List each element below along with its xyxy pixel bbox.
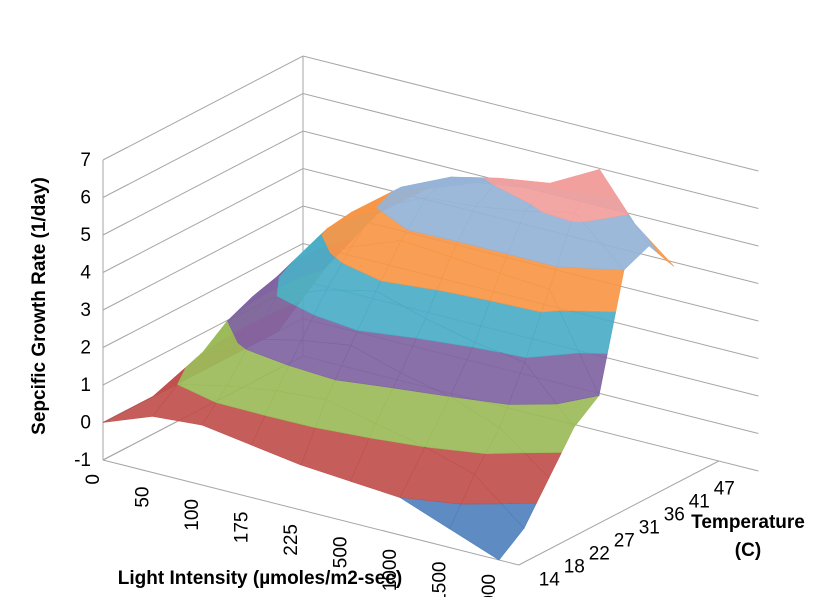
value-tick-label: 4 — [80, 263, 91, 284]
x-tick-label: 2000 — [479, 574, 500, 597]
value-tick-label: 3 — [80, 300, 91, 321]
value-tick-label: 6 — [80, 188, 91, 209]
x-tick-label: 500 — [331, 537, 352, 569]
value-tick-label: 1 — [80, 375, 91, 396]
z-axis-title-unit: (C) — [735, 540, 761, 561]
surface-plot — [102, 168, 675, 561]
z-tick-label: 18 — [564, 557, 585, 578]
value-tick-label: 2 — [80, 338, 91, 359]
surface-band-patch — [368, 422, 426, 448]
z-tick-label: 47 — [714, 479, 735, 500]
x-tick-label: 1500 — [430, 562, 451, 597]
gridline — [102, 55, 759, 172]
surface-band-patch — [485, 427, 526, 455]
x-tick-label: 1000 — [380, 549, 401, 591]
axis-line — [518, 460, 720, 566]
surface-band-patch — [460, 473, 503, 505]
axis-line — [102, 459, 519, 566]
value-tick-label: 5 — [80, 225, 91, 246]
value-tick-label: -1 — [74, 450, 91, 471]
value-tick-label: 7 — [80, 150, 91, 171]
x-tick-label: 0 — [83, 474, 104, 485]
surface-band-patch — [646, 236, 675, 267]
value-tick-label: 0 — [80, 413, 91, 434]
z-tick-label: 31 — [639, 518, 660, 539]
x-tick-label: 100 — [182, 499, 203, 531]
y-axis-title: Sepcific Growth Rate (1/day) — [29, 177, 50, 435]
axis-tick-labels: -1 0 1 2 3 4 5 6 7 0 50 100 175 225 500 1000 1500 2000 141… — [74, 150, 735, 597]
x-axis-title: Light Intensity (µmoles/m2-sec) — [118, 568, 402, 589]
z-tick-label: 22 — [589, 544, 610, 565]
back-walls — [102, 55, 759, 566]
z-axis-title: Temperature — [691, 512, 805, 533]
surface-band-patch — [392, 372, 451, 397]
surface-band-patch — [472, 341, 500, 353]
z-tick-label: 27 — [614, 531, 635, 552]
z-tick-label: 14 — [539, 570, 561, 591]
z-tick-label: 36 — [664, 505, 685, 526]
surface-band-patch — [571, 211, 584, 223]
surface-band-patch — [549, 266, 625, 313]
x-tick-label: 50 — [133, 487, 154, 508]
x-tick-label: 175 — [232, 512, 253, 544]
z-tick-label: 41 — [689, 492, 710, 513]
surface-band-patch — [507, 361, 557, 405]
surface-band-patch — [541, 288, 560, 313]
x-tick-label: 225 — [281, 524, 302, 556]
